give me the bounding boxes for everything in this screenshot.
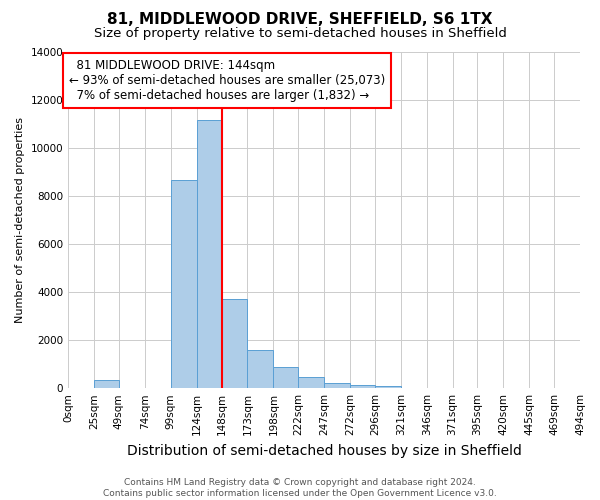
X-axis label: Distribution of semi-detached houses by size in Sheffield: Distribution of semi-detached houses by … xyxy=(127,444,521,458)
Bar xyxy=(247,350,274,388)
Bar xyxy=(171,180,197,388)
Bar xyxy=(94,380,119,388)
Text: 81, MIDDLEWOOD DRIVE, SHEFFIELD, S6 1TX: 81, MIDDLEWOOD DRIVE, SHEFFIELD, S6 1TX xyxy=(107,12,493,28)
Bar xyxy=(375,386,401,388)
Bar xyxy=(324,384,350,388)
Bar xyxy=(274,366,298,388)
Bar xyxy=(298,378,324,388)
Y-axis label: Number of semi-detached properties: Number of semi-detached properties xyxy=(15,117,25,323)
Bar xyxy=(221,299,247,388)
Bar xyxy=(197,120,221,388)
Text: 81 MIDDLEWOOD DRIVE: 144sqm  
← 93% of semi-detached houses are smaller (25,073): 81 MIDDLEWOOD DRIVE: 144sqm ← 93% of sem… xyxy=(69,58,385,102)
Text: Contains HM Land Registry data © Crown copyright and database right 2024.
Contai: Contains HM Land Registry data © Crown c… xyxy=(103,478,497,498)
Text: Size of property relative to semi-detached houses in Sheffield: Size of property relative to semi-detach… xyxy=(94,28,506,40)
Bar xyxy=(350,384,375,388)
